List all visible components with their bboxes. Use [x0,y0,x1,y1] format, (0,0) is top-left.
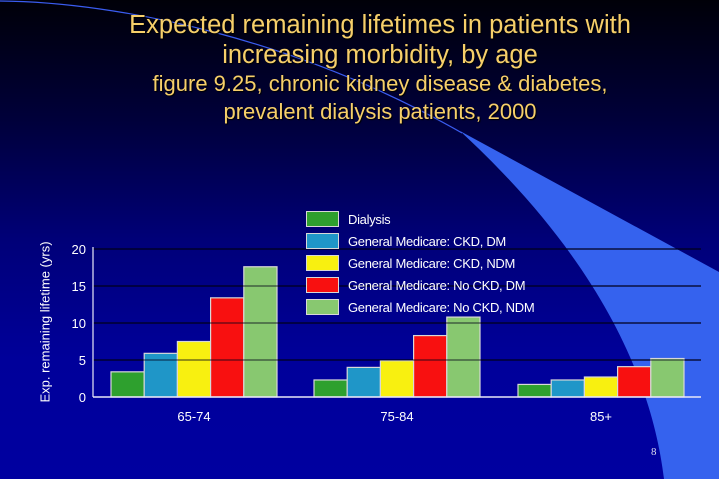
bar [583,376,619,398]
bar [413,334,448,398]
chart-legend: Dialysis General Medicare: CKD, DM Gener… [306,208,535,318]
legend-label: General Medicare: CKD, NDM [348,255,516,271]
legend-item-ckd-dm: General Medicare: CKD, DM [306,230,534,252]
page-number: 8 [651,446,657,458]
title-line-2: increasing morbidity, by age [222,41,538,69]
legend-label: General Medicare: CKD, DM [348,233,506,249]
bar [176,340,212,398]
legend-swatch [306,277,339,293]
legend-swatch [306,299,339,315]
legend-item-dialysis: Dialysis [306,208,534,230]
bar [650,357,685,398]
subtitle-line-1: figure 9.25, chronic kidney disease & di… [152,71,608,96]
x-category-label: 85+ [590,409,612,424]
legend-item-no-ckd-ndm: General Medicare: No CKD, NDM [306,296,535,318]
y-tick-label: 0 [79,390,86,405]
bar [210,297,245,398]
bar [379,360,415,398]
x-category-label: 75-84 [380,409,413,424]
legend-label: General Medicare: No CKD, NDM [348,299,535,315]
y-tick-label: 20 [72,242,86,257]
y-tick-label: 10 [72,316,86,331]
slide-title: Expected remaining lifetimes in patients… [60,10,700,126]
bar [446,316,481,398]
bar [550,379,586,398]
y-tick-label: 5 [79,353,86,368]
y-tick-label: 15 [72,279,86,294]
legend-label: Dialysis [348,211,391,227]
y-axis-label: Exp. remaining lifetime (yrs) [37,241,53,403]
bar [346,366,382,398]
bar [517,383,552,398]
x-category-label: 65-74 [177,409,210,424]
bar [616,366,652,398]
legend-item-no-ckd-dm: General Medicare: No CKD, DM [306,274,534,296]
legend-item-ckd-ndm: General Medicare: CKD, NDM [306,252,534,274]
legend-swatch [306,211,339,227]
subtitle-line-2: prevalent dialysis patients, 2000 [223,99,537,124]
legend-swatch [306,233,339,249]
legend-swatch [306,255,339,271]
title-line-1: Expected remaining lifetimes in patients… [129,11,631,39]
bar [313,379,348,398]
legend-label: General Medicare: No CKD, DM [348,277,526,293]
thin-arc-decoration [0,0,463,134]
bar [110,371,145,398]
bar [143,352,178,398]
